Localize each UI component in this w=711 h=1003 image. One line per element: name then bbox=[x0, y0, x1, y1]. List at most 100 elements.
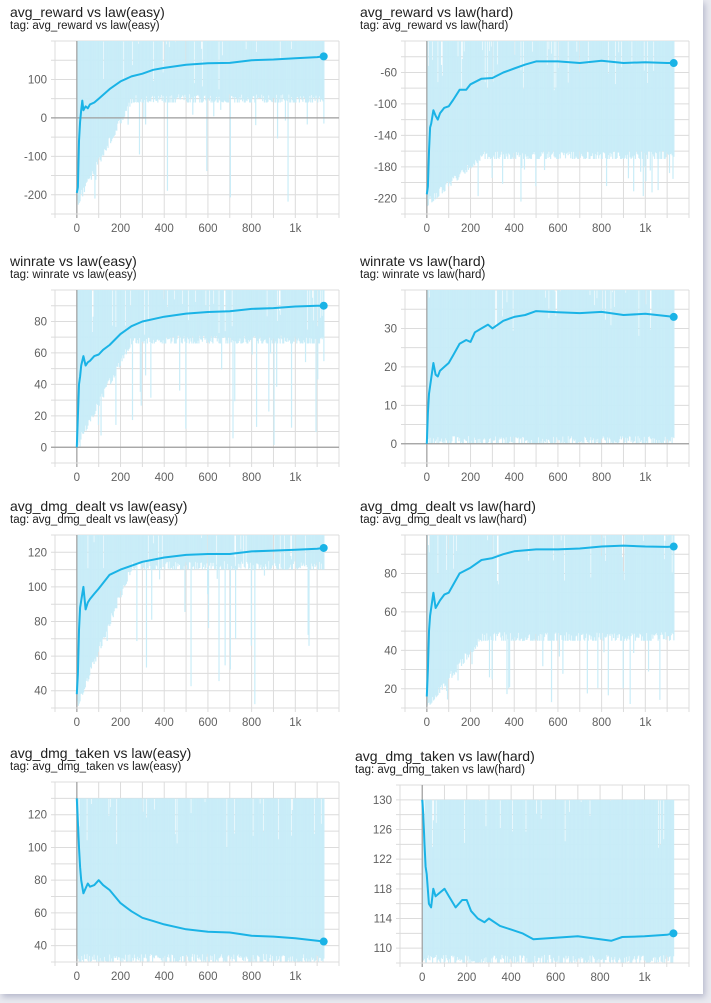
chart-plot[interactable]: 0 200 400 600 800 1k-220-180-140-100-60 bbox=[360, 33, 695, 238]
raw-data-bar bbox=[515, 535, 517, 641]
raw-data-bar bbox=[200, 535, 202, 563]
raw-data-bar bbox=[155, 290, 157, 342]
y-tick-label: 120 bbox=[28, 547, 47, 559]
raw-data-bar bbox=[242, 535, 244, 564]
raw-data-bar bbox=[148, 290, 150, 339]
raw-data-bar bbox=[615, 799, 617, 962]
raw-data-bar bbox=[510, 535, 512, 641]
raw-data-bar bbox=[453, 41, 456, 176]
raw-data-bar bbox=[448, 535, 450, 678]
raw-data-bar bbox=[468, 41, 470, 168]
raw-data-bar bbox=[267, 41, 269, 102]
raw-data-bar bbox=[230, 535, 232, 567]
raw-data-bar bbox=[536, 41, 538, 159]
raw-data-bar bbox=[549, 41, 551, 158]
raw-data-bar bbox=[431, 290, 433, 444]
raw-data-bar bbox=[611, 799, 613, 960]
raw-data-bar bbox=[224, 331, 226, 338]
raw-data-bar bbox=[537, 535, 540, 636]
raw-data-bar bbox=[458, 41, 460, 178]
raw-data-bar bbox=[143, 290, 145, 344]
raw-data-bar bbox=[138, 535, 140, 564]
raw-data-bar bbox=[450, 290, 452, 444]
raw-data-bar bbox=[94, 535, 96, 659]
raw-data-bar bbox=[160, 798, 162, 960]
raw-data-bar bbox=[529, 290, 532, 444]
raw-data-bar bbox=[248, 798, 251, 962]
raw-data-bar bbox=[514, 54, 516, 158]
raw-data-bar bbox=[642, 290, 644, 444]
raw-data-bar bbox=[145, 535, 147, 562]
raw-data-bar bbox=[95, 535, 97, 662]
raw-data-bar bbox=[89, 41, 91, 179]
raw-data-bar bbox=[591, 41, 593, 156]
raw-data-bar bbox=[84, 535, 86, 688]
raw-data-bar bbox=[254, 798, 256, 960]
raw-data-bar bbox=[490, 46, 492, 159]
raw-data-bar bbox=[446, 41, 448, 183]
raw-data-bar bbox=[585, 799, 588, 963]
raw-data-bar bbox=[304, 535, 306, 567]
raw-data-bar bbox=[134, 41, 136, 103]
y-tick-label: 40 bbox=[384, 645, 397, 657]
raw-data-bar bbox=[590, 577, 592, 640]
raw-data-bar bbox=[429, 41, 431, 197]
raw-data-bar bbox=[478, 290, 480, 444]
raw-data-bar bbox=[597, 535, 599, 689]
raw-data-bar bbox=[181, 303, 183, 344]
raw-data-bar bbox=[277, 290, 280, 338]
raw-data-bar bbox=[659, 844, 661, 957]
raw-data-bar bbox=[301, 798, 303, 962]
raw-data-bar bbox=[468, 290, 470, 444]
raw-data-bar bbox=[193, 41, 195, 103]
x-tick-label: 800 bbox=[592, 472, 611, 484]
raw-data-bar bbox=[295, 41, 297, 103]
raw-data-bar bbox=[488, 535, 490, 640]
raw-data-bar bbox=[443, 799, 445, 963]
raw-data-bar bbox=[602, 535, 604, 641]
raw-data-bar bbox=[626, 290, 628, 443]
raw-data-bar bbox=[500, 290, 502, 440]
raw-data-bar bbox=[145, 290, 148, 339]
raw-data-bar bbox=[499, 290, 501, 438]
raw-data-bar bbox=[179, 41, 181, 100]
raw-data-bar bbox=[165, 535, 167, 564]
raw-data-bar bbox=[669, 41, 671, 155]
raw-data-bar bbox=[640, 535, 643, 641]
chart-tag: tag: avg_reward vs law(easy) bbox=[10, 20, 160, 32]
raw-data-bar bbox=[293, 41, 295, 103]
raw-data-bar bbox=[480, 290, 482, 443]
raw-data-bar bbox=[543, 290, 546, 442]
raw-data-bar bbox=[141, 798, 143, 961]
raw-data-bar bbox=[645, 535, 647, 641]
raw-data-bar bbox=[483, 41, 485, 151]
raw-data-bar bbox=[301, 41, 303, 100]
y-tick-label: 10 bbox=[384, 400, 397, 412]
series-line bbox=[425, 310, 674, 444]
raw-data-bar bbox=[649, 799, 652, 963]
raw-data-bar bbox=[539, 799, 541, 963]
raw-data-bar bbox=[465, 799, 468, 957]
raw-data-bar bbox=[145, 41, 148, 97]
raw-data-bar bbox=[184, 798, 186, 962]
raw-data-bar bbox=[595, 290, 597, 440]
raw-data-bar bbox=[571, 290, 573, 437]
raw-data-bar bbox=[290, 798, 292, 957]
raw-data-bar bbox=[598, 535, 600, 638]
raw-data-bar bbox=[472, 799, 474, 962]
raw-data-bar bbox=[508, 41, 511, 155]
raw-data-bar bbox=[232, 290, 234, 439]
raw-data-bar bbox=[646, 41, 648, 155]
raw-data-bar bbox=[223, 41, 225, 101]
raw-data-bar bbox=[522, 290, 525, 438]
raw-data-bar bbox=[548, 49, 550, 152]
raw-data-bar bbox=[501, 41, 503, 152]
raw-data-bar bbox=[79, 798, 81, 962]
